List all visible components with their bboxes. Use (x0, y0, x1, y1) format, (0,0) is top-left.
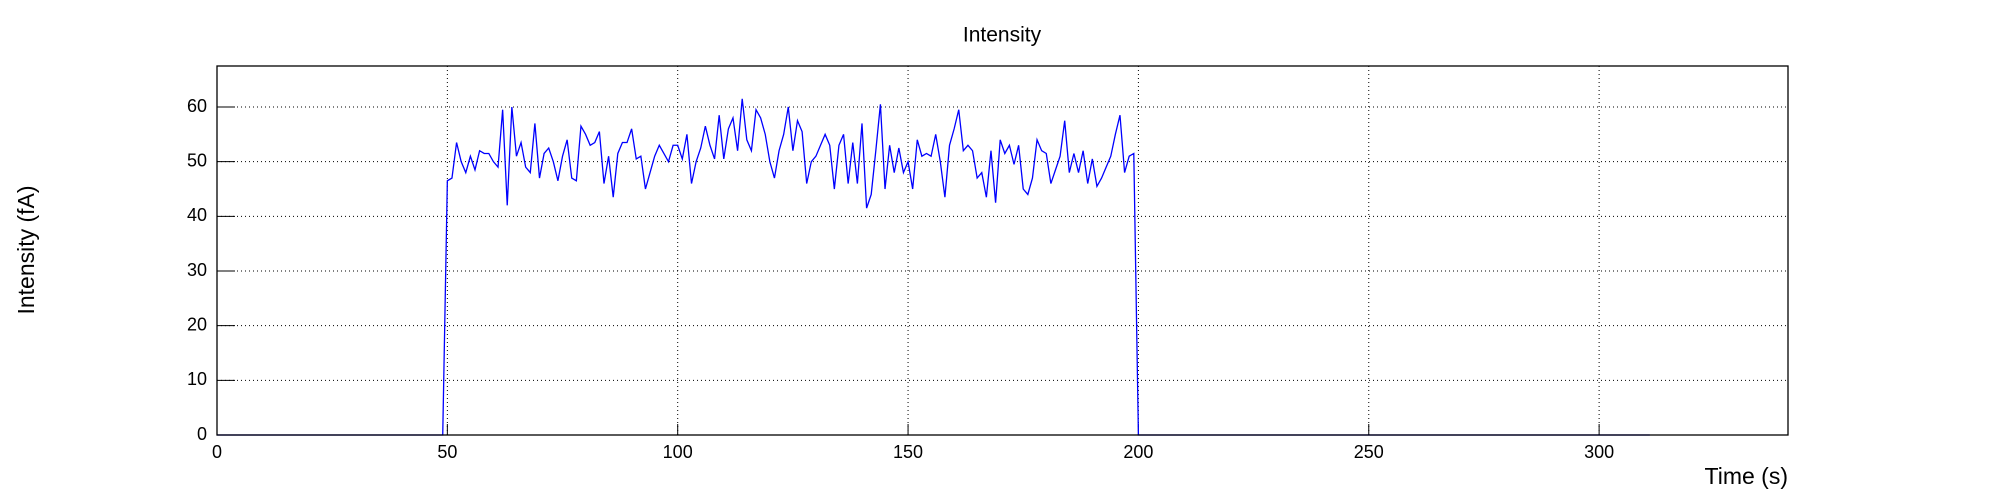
y-tick-label: 10 (187, 369, 207, 389)
y-axis-label: Intensity (fA) (13, 185, 39, 314)
y-tick-label: 30 (187, 260, 207, 280)
plot-frame (216, 65, 1789, 436)
data-line (217, 98, 1650, 436)
x-tick-label: 50 (437, 442, 457, 462)
y-tick-label: 50 (187, 150, 207, 170)
x-tick-label: 150 (893, 442, 923, 462)
chart-title: Intensity (963, 24, 1042, 47)
x-tick-label: 0 (212, 442, 222, 462)
x-tick-label: 250 (1354, 442, 1384, 462)
y-tick-label: 60 (187, 96, 207, 116)
x-axis-label: Time (s) (1705, 463, 1788, 489)
x-tick-label: 200 (1123, 442, 1153, 462)
y-tick-label: 40 (187, 205, 207, 225)
y-tick-label: 20 (187, 314, 207, 334)
x-tick-label: 300 (1584, 442, 1614, 462)
x-tick-label: 100 (663, 442, 693, 462)
y-tick-label: 0 (197, 424, 207, 444)
